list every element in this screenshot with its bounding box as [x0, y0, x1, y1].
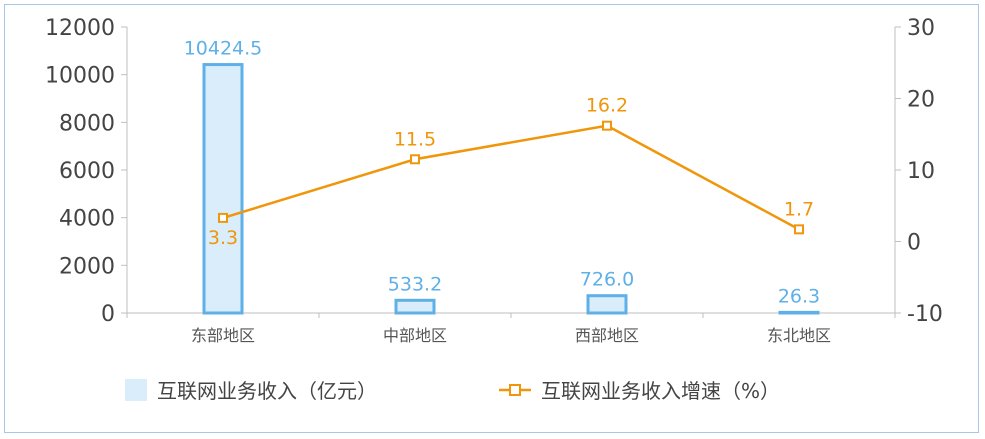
right-tick-label: 30: [907, 16, 935, 41]
left-tick-label: 6000: [59, 159, 115, 184]
data-labels: 10424.5 533.2 726.0 26.3 3.3 11.5 16.2 1.7: [184, 38, 820, 308]
chart-frame: 0 2000 4000 6000 8000 10000 12000 -10 0 10 20 30 东部地…: [4, 4, 979, 433]
growth-value-label: 1.7: [784, 198, 814, 220]
bar-value-label: 726.0: [580, 269, 634, 291]
bar-value-label: 10424.5: [184, 38, 263, 60]
legend-line-label: 互联网业务收入增速（%）: [541, 379, 780, 403]
growth-value-label: 16.2: [586, 95, 628, 117]
legend-line-swatch-marker: [510, 385, 520, 395]
income-bar: [396, 300, 434, 313]
growth-polyline: [223, 126, 799, 230]
right-tick-label: -10: [907, 302, 943, 327]
left-tick-label: 2000: [59, 254, 115, 279]
right-tick-label: 20: [907, 88, 935, 113]
growth-value-label: 11.5: [394, 128, 436, 150]
left-tick-label: 10000: [45, 64, 115, 89]
category-label: 西部地区: [575, 326, 639, 345]
growth-point: [795, 225, 803, 233]
bar-value-label: 26.3: [778, 285, 820, 307]
income-bar: [780, 312, 818, 313]
category-label: 东北地区: [767, 326, 831, 345]
category-label: 东部地区: [191, 326, 255, 345]
right-tick-label: 10: [907, 159, 935, 184]
growth-line: [219, 122, 803, 234]
income-bar: [204, 65, 242, 313]
growth-point: [603, 122, 611, 130]
income-bar: [588, 296, 626, 313]
left-tick-label: 4000: [59, 207, 115, 232]
legend-bar-label: 互联网业务收入（亿元）: [157, 379, 377, 403]
legend: 互联网业务收入（亿元） 互联网业务收入增速（%）: [125, 379, 780, 403]
growth-point: [219, 214, 227, 222]
left-tick-label: 8000: [59, 111, 115, 136]
left-tick-label: 12000: [45, 16, 115, 41]
left-tick-label: 0: [101, 302, 115, 327]
growth-point: [411, 155, 419, 163]
right-tick-label: 0: [907, 231, 921, 256]
growth-value-label: 3.3: [208, 227, 238, 249]
category-label: 中部地区: [383, 326, 447, 345]
bar-value-label: 533.2: [388, 273, 442, 295]
combo-chart: 0 2000 4000 6000 8000 10000 12000 -10 0 10 20 30 东部地…: [5, 5, 978, 432]
legend-bar-swatch: [125, 379, 147, 401]
